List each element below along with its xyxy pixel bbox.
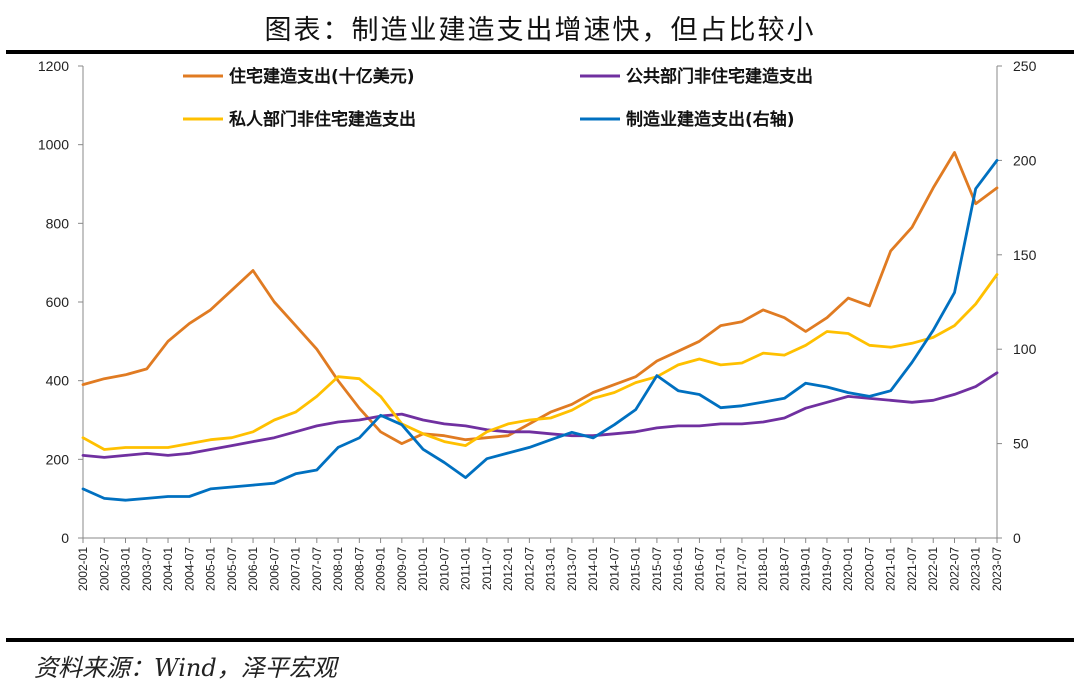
top-rule [6,50,1074,54]
series-line-4 [81,158,999,502]
x-tick-label: 2008-01 [331,547,345,591]
x-tick-label: 2007-07 [310,547,324,591]
x-tick-label: 2019-01 [799,547,813,591]
left-tick-label: 600 [46,294,70,310]
x-tick-label: 2014-01 [586,547,600,591]
legend-label-4: 制造业建造支出(右轴) [626,109,795,130]
x-tick-label: 2007-01 [289,547,303,591]
x-tick-label: 2003-01 [119,547,133,591]
x-tick-label: 2011-01 [459,547,473,590]
x-tick-label: 2006-07 [267,547,281,591]
x-tick-label: 2018-07 [777,547,791,591]
series-line-2 [81,371,999,459]
bottom-rule [6,638,1074,642]
x-tick-label: 2014-07 [607,547,621,591]
x-tick-label: 2004-01 [161,547,175,591]
left-tick-label: 800 [46,215,70,231]
x-tick-label: 2020-01 [841,547,855,591]
x-tick-label: 2013-01 [544,547,558,591]
x-tick-label: 2022-01 [926,547,940,591]
x-tick-label: 2017-07 [735,547,749,591]
legend-label-3: 私人部门非住宅建造支出 [229,109,416,130]
x-tick-label: 2009-01 [374,547,388,591]
right-tick-label: 100 [1013,341,1037,357]
x-tick-label: 2009-07 [395,547,409,591]
right-tick-label: 0 [1013,530,1021,546]
x-tick-label: 2005-01 [204,547,218,591]
x-tick-label: 2020-07 [862,547,876,591]
x-tick-label: 2023-01 [969,547,983,591]
x-tick-label: 2016-01 [671,547,685,591]
x-tick-label: 2015-01 [629,547,643,591]
x-tick-label: 2013-07 [565,547,579,591]
x-tick-label: 2006-01 [246,547,260,591]
x-tick-label: 2010-07 [437,547,451,591]
left-tick-label: 200 [46,451,70,467]
series-line-1 [81,151,999,446]
series-line-3 [81,273,999,451]
x-tick-label: 2018-01 [756,547,770,591]
right-tick-label: 150 [1013,247,1037,263]
right-tick-label: 50 [1013,436,1029,452]
x-tick-label: 2008-07 [352,547,366,591]
x-tick-label: 2003-07 [140,547,154,591]
x-tick-label: 2017-01 [714,547,728,591]
x-tick-label: 2012-01 [501,547,515,591]
x-tick-label: 2002-07 [97,547,111,591]
left-tick-label: 1000 [38,137,69,153]
x-tick-label: 2010-01 [416,547,430,591]
x-tick-label: 2004-07 [182,547,196,591]
chart-title: 图表：制造业建造支出增速快，但占比较小 [264,15,816,46]
right-tick-label: 200 [1013,152,1037,168]
left-tick-label: 400 [46,373,70,389]
x-tick-label: 2005-07 [225,547,239,591]
x-tick-label: 2012-07 [522,547,536,591]
legend-label-2: 公共部门非住宅建造支出 [626,66,813,87]
x-tick-label: 2002-01 [76,547,90,591]
legend-label-1: 住宅建造支出(十亿美元) [229,66,415,87]
x-tick-label: 2011-07 [480,547,494,590]
x-tick-label: 2015-07 [650,547,664,591]
left-tick-label: 0 [61,530,69,546]
x-tick-label: 2023-07 [990,547,1004,591]
chart-series [81,151,999,502]
x-tick-label: 2021-01 [884,547,898,591]
left-tick-label: 1200 [38,58,69,74]
source-note: 资料来源：Wind，泽平宏观 [34,654,337,682]
chart-axes: 0 200 400 600 800 1000 1200 0 50 100 150 200 250 2002… [38,58,1037,591]
x-tick-label: 2022-07 [947,547,961,591]
right-tick-label: 250 [1013,58,1037,74]
x-tick-label: 2021-07 [905,547,919,591]
x-tick-label: 2016-07 [692,547,706,591]
x-tick-label: 2019-07 [820,547,834,591]
